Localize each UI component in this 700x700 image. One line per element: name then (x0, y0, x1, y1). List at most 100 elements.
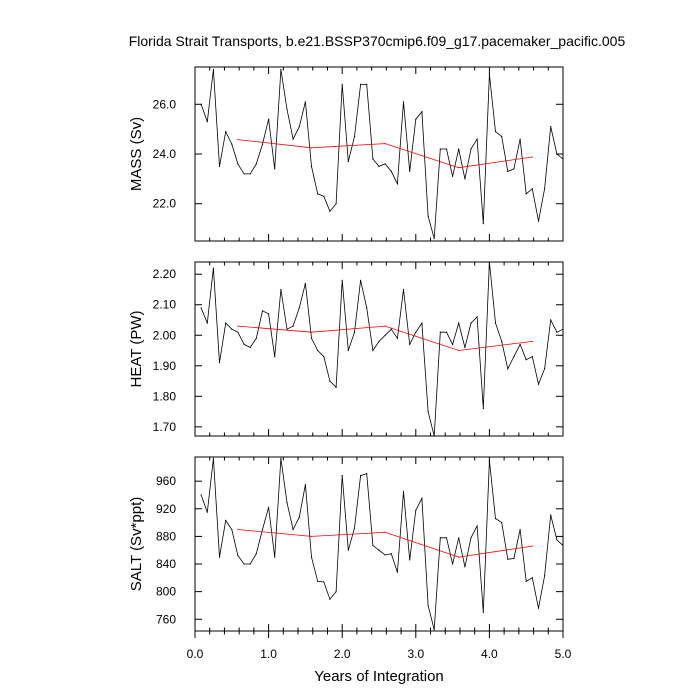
data-point-heat-monthly (329, 380, 331, 382)
data-point-salt-monthly (360, 475, 362, 477)
data-point-salt-monthly (347, 549, 349, 551)
data-point-heat-monthly (353, 331, 356, 333)
data-point-salt-monthly (249, 563, 251, 565)
data-point-salt-monthly (384, 554, 386, 556)
data-point-heat-monthly (550, 319, 552, 321)
data-point-mass-monthly (255, 163, 257, 165)
data-point-mass-monthly (292, 138, 294, 140)
data-point-salt-monthly (544, 575, 546, 577)
ytick-label-mass: 22.0 (153, 197, 177, 211)
data-point-salt-monthly (243, 563, 245, 565)
data-point-mass-monthly (268, 118, 270, 120)
data-point-mass-monthly (353, 136, 356, 138)
ytick-label-salt: 960 (156, 474, 176, 488)
data-point-heat-monthly (513, 356, 515, 358)
data-point-heat-monthly (544, 368, 546, 370)
data-point-heat-monthly (206, 322, 208, 324)
data-point-heat-monthly (452, 343, 454, 345)
data-point-heat-monthly (292, 325, 294, 327)
data-point-mass-monthly (378, 165, 380, 167)
data-point-salt-monthly (421, 497, 423, 499)
panel-mass: 22.0 24.0 26.0 MASS (Sv) (128, 66, 564, 242)
data-point-salt-monthly (298, 516, 300, 518)
data-point-salt-annual-mean (237, 528, 239, 531)
data-point-salt-monthly (237, 555, 239, 557)
data-point-mass-monthly (231, 143, 233, 145)
data-point-mass-monthly (458, 148, 460, 150)
data-point-mass-monthly (243, 173, 245, 175)
data-point-heat-monthly (335, 386, 337, 388)
data-point-heat-monthly (268, 313, 270, 315)
data-point-salt-monthly (494, 517, 497, 520)
data-point-mass-annual-mean (237, 139, 239, 141)
data-point-mass-monthly (396, 183, 398, 185)
data-point-mass-monthly (439, 148, 441, 150)
data-point-heat-annual-mean (458, 349, 460, 352)
data-point-mass-monthly (525, 193, 527, 195)
data-point-salt-monthly (310, 556, 313, 558)
data-point-mass-monthly (206, 121, 208, 123)
data-point-salt-monthly (231, 528, 233, 531)
data-point-mass-monthly (445, 148, 448, 150)
data-point-heat-monthly (390, 328, 392, 330)
data-point-heat-monthly (501, 340, 503, 342)
data-point-heat-monthly (396, 337, 398, 339)
data-point-mass-annual-mean (384, 143, 386, 145)
data-point-mass-annual-mean (531, 156, 533, 158)
plot-area-heat: 1.70 1.80 1.90 2.00 2.10 2.20 (153, 261, 564, 437)
data-point-salt-monthly (501, 522, 503, 524)
data-point-mass-monthly (249, 173, 251, 175)
data-point-salt-monthly (218, 556, 221, 558)
data-point-salt-monthly (200, 494, 202, 496)
data-point-heat-monthly (249, 346, 251, 349)
data-point-heat-monthly (212, 267, 214, 269)
data-point-mass-monthly (494, 131, 497, 133)
ytick-label-salt: 920 (156, 502, 176, 516)
data-point-heat-monthly (439, 331, 441, 333)
data-point-mass-monthly (513, 168, 515, 170)
data-point-mass-monthly (212, 68, 214, 71)
xtick-label: 4.0 (481, 647, 498, 661)
data-point-salt-monthly (452, 563, 454, 565)
data-point-salt-monthly (317, 580, 319, 582)
data-point-mass-monthly (501, 136, 503, 138)
data-point-salt-monthly (280, 457, 282, 459)
data-point-salt-monthly (458, 537, 460, 539)
data-point-heat-monthly (556, 331, 558, 333)
data-point-salt-monthly (304, 484, 306, 486)
data-point-heat-monthly (415, 331, 417, 333)
data-point-heat-monthly (225, 322, 227, 324)
data-point-heat-monthly (286, 328, 288, 330)
plot-area-salt: 760 800 840 880 920 960 (156, 457, 564, 631)
ytick-label-heat: 2.20 (153, 267, 177, 281)
data-point-mass-monthly (304, 101, 306, 103)
data-point-salt-annual-mean (458, 556, 460, 558)
data-point-mass-monthly (470, 148, 472, 150)
ytick-label-mass: 24.0 (153, 147, 177, 161)
data-point-salt-monthly (390, 553, 392, 555)
data-point-salt-annual-mean (310, 535, 313, 538)
data-point-heat-monthly (310, 337, 313, 339)
data-point-salt-monthly (286, 502, 288, 504)
data-point-salt-monthly (335, 591, 337, 593)
data-point-mass-annual-mean (310, 147, 313, 149)
data-point-salt-monthly (372, 544, 374, 547)
data-point-salt-monthly (292, 528, 294, 531)
data-point-mass-monthly (225, 131, 227, 133)
data-point-salt-monthly (341, 475, 343, 477)
data-point-mass-monthly (482, 223, 484, 225)
data-point-heat-monthly (360, 279, 362, 281)
ylabel-heat: HEAT (PW) (128, 311, 145, 388)
data-point-heat-annual-mean (531, 340, 533, 342)
data-point-heat-monthly (470, 322, 472, 324)
data-point-mass-monthly (372, 158, 374, 160)
data-point-heat-monthly (372, 349, 374, 352)
data-point-mass-monthly (218, 165, 221, 167)
data-point-salt-monthly (464, 566, 466, 568)
ylabel-mass: MASS (Sv) (128, 117, 145, 191)
data-point-mass-monthly (531, 188, 533, 190)
data-point-salt-monthly (366, 473, 368, 475)
data-point-mass-monthly (341, 83, 343, 85)
ytick-label-mass: 26.0 (153, 97, 177, 111)
data-point-salt-monthly (409, 559, 411, 561)
